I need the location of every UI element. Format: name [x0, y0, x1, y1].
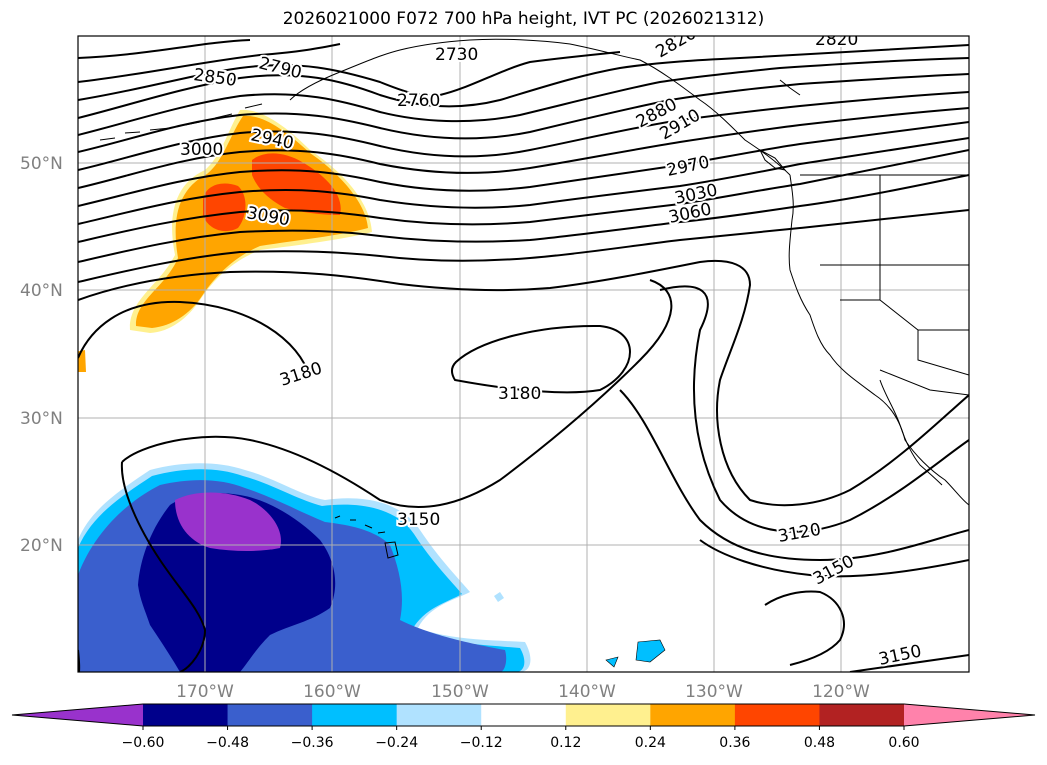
lat-label-20n: 20°N	[20, 536, 63, 556]
lon-label-140w: 140°W	[558, 682, 616, 702]
colorbar-tick-label: −0.36	[291, 735, 334, 751]
colorbar-tick-label: 0.60	[888, 735, 919, 751]
ivt-small-cyan-patch	[635, 639, 666, 663]
colorbar-tick-label: −0.12	[460, 735, 503, 751]
colorbar-swatch	[143, 704, 229, 726]
baja-coast	[879, 379, 943, 486]
lon-label-150w: 150°W	[431, 682, 489, 702]
lon-label-160w: 160°W	[303, 682, 361, 702]
colorbar-swatch-extend-low	[12, 704, 143, 726]
mexico-border	[879, 369, 969, 396]
colorbar-tick-label: −0.48	[206, 735, 249, 751]
colorbar-swatch	[396, 704, 482, 726]
colorbar-swatch	[819, 704, 905, 726]
ivt-small-pale-patch	[494, 592, 504, 602]
contour-label: 3060	[667, 199, 713, 228]
map-frame	[77, 35, 970, 673]
lat-label-50n: 50°N	[20, 154, 63, 174]
contour-label: 3120	[776, 520, 822, 547]
alaska-coast	[289, 38, 791, 176]
contour-label: 2730	[435, 45, 478, 65]
colorbar-swatch-extend-high	[904, 704, 1035, 726]
state-border-3	[840, 299, 969, 376]
ivt-positive-shading	[78, 109, 372, 372]
colorbar-swatch	[481, 704, 567, 726]
vancouver-island	[758, 148, 787, 171]
map-area: 2730 2820 2820 2790 2850 2760 2940 3000 …	[78, 23, 969, 672]
ivt-negative-shading	[78, 463, 666, 672]
queen-charlotte	[779, 79, 801, 96]
colorbar-tick-label: 0.48	[804, 735, 835, 751]
contour-label: 3150	[397, 510, 440, 530]
contour-label: 2850	[192, 65, 238, 91]
ivt-purple-fill	[175, 492, 281, 551]
colorbar-swatch	[312, 704, 398, 726]
colorbar-swatch	[650, 704, 736, 726]
colorbar-tick-label: −0.60	[122, 735, 165, 751]
colorbar: −0.60 −0.48 −0.36 −0.24 −0.12 0.12 0.24 …	[11, 703, 1036, 751]
bc-coast	[788, 174, 969, 506]
colorbar-tick-labels: −0.60 −0.48 −0.36 −0.24 −0.12 0.12 0.24 …	[122, 735, 920, 751]
contour-label: 2760	[397, 91, 440, 111]
colorbar-tick-label: −0.24	[375, 735, 418, 751]
colorbar-swatch	[734, 704, 820, 726]
coastlines	[99, 38, 969, 559]
colorbar-tick-label: 0.24	[635, 735, 666, 751]
contour-label: 3180	[498, 384, 541, 404]
ivt-small-cyan-patch-2	[605, 656, 619, 668]
state-border-1	[879, 175, 969, 266]
contour-label: 2970	[665, 152, 711, 181]
latitude-labels: 50°N 40°N 30°N 20°N	[20, 154, 63, 556]
longitude-labels: 170°W 160°W 150°W 140°W 130°W 120°W	[176, 682, 870, 702]
ivt-navy-fill	[138, 493, 336, 672]
contour-label: 3180	[277, 358, 324, 390]
colorbar-ticks	[142, 726, 905, 730]
colorbar-tick-label: 0.36	[719, 735, 750, 751]
height-contours	[78, 39, 969, 672]
lat-label-40n: 40°N	[20, 281, 63, 301]
lon-label-130w: 130°W	[685, 682, 743, 702]
state-border-2	[820, 264, 969, 331]
contour-label: 2820	[815, 30, 858, 50]
colorbar-swatches	[11, 703, 1036, 727]
ivt-red-orange-fill-west	[203, 183, 246, 232]
ivt-red-orange-fill	[252, 153, 341, 215]
lat-label-30n: 30°N	[20, 409, 63, 429]
colorbar-swatch	[565, 704, 651, 726]
contour-label: 3150	[810, 551, 858, 589]
map-title: 2026021000 F072 700 hPa height, IVT PC (…	[282, 9, 765, 29]
colorbar-tick-label: 0.12	[550, 735, 581, 751]
hawaii-islands	[334, 515, 399, 559]
contour-label: 3000	[180, 140, 223, 160]
contour-label: 2820	[653, 23, 700, 62]
colorbar-swatch	[227, 704, 313, 726]
contour-label: 3150	[877, 641, 923, 670]
lon-label-120w: 120°W	[812, 682, 870, 702]
lon-label-170w: 170°W	[176, 682, 234, 702]
contour-label: 2790	[257, 53, 304, 83]
